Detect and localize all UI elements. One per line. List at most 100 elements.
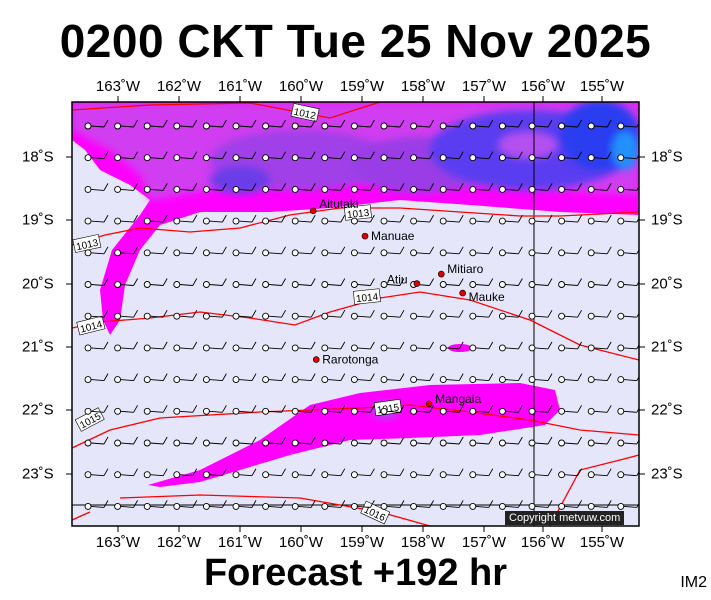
wind-barb — [528, 436, 553, 447]
wind-barb — [143, 119, 168, 130]
island-marker — [361, 232, 369, 240]
place-label: Manuae — [371, 229, 415, 243]
wind-barb — [262, 309, 286, 320]
svg-text:1013: 1013 — [347, 208, 371, 221]
wind-barb — [291, 436, 316, 447]
place-label: Mauke — [469, 290, 505, 304]
wind-barb — [350, 468, 375, 479]
wind-barb — [439, 183, 464, 193]
wind-barb — [558, 183, 582, 193]
wind-barb — [469, 119, 494, 130]
wind-barb — [173, 373, 198, 384]
wind-barb — [114, 500, 138, 510]
wind-barb — [84, 278, 109, 288]
wind-barb — [410, 436, 434, 447]
wind-barb — [173, 278, 198, 288]
lon-label: 162˚W — [156, 534, 202, 551]
island-marker — [309, 207, 317, 215]
map-frame — [71, 101, 640, 527]
svg-text:1012: 1012 — [293, 107, 317, 122]
lon-label: 155˚W — [579, 534, 625, 551]
wind-barb — [498, 309, 523, 320]
wind-barb — [528, 246, 553, 257]
wind-barb — [143, 468, 168, 479]
wind-barb — [143, 183, 168, 193]
wind-barb — [498, 151, 523, 162]
wind-barb — [469, 373, 494, 384]
wind-barb — [469, 151, 494, 162]
wind-barb — [114, 405, 138, 415]
lon-label: 158˚W — [400, 534, 446, 551]
wind-barb — [321, 183, 346, 193]
wind-barb — [410, 373, 434, 384]
island-marker — [437, 270, 445, 278]
wind-barb — [558, 278, 582, 288]
wind-barb — [202, 183, 227, 193]
wind-barb — [173, 151, 198, 162]
wind-barb — [84, 183, 109, 193]
wind-barb — [143, 405, 168, 415]
wind-barb — [558, 214, 582, 225]
place-label: Rarotonga — [322, 353, 378, 367]
wind-barb — [321, 278, 346, 288]
wind-barb — [143, 214, 168, 225]
wind-barb — [380, 500, 405, 510]
lat-label: 18˚S — [22, 148, 54, 166]
wind-barb — [262, 246, 286, 257]
wind-barb — [321, 309, 346, 320]
wind-barb — [587, 246, 612, 257]
wind-barb — [84, 214, 109, 225]
place-label: Mitiaro — [447, 262, 483, 276]
place-rarotonga: Rarotonga — [312, 353, 379, 367]
wind-barb — [291, 373, 316, 384]
wind-barb — [202, 119, 227, 130]
wind-barb — [410, 405, 434, 415]
wind-barb — [587, 214, 612, 225]
wind-barb — [380, 119, 405, 130]
wind-barb — [587, 151, 612, 162]
wind-barb — [469, 214, 494, 225]
wind-barb — [143, 373, 168, 384]
wind-barb — [291, 214, 316, 225]
wind-barb — [558, 151, 582, 162]
svg-text:1013: 1013 — [75, 238, 99, 253]
wind-barb — [350, 405, 375, 415]
wind-barb — [232, 309, 257, 320]
wind-barb — [202, 436, 227, 447]
wind-barb — [587, 278, 612, 288]
wind-barb — [469, 500, 494, 510]
lat-label: 23˚S — [22, 465, 54, 483]
wind-barb — [291, 309, 316, 320]
wind-barb — [202, 214, 227, 225]
lon-label: 156˚W — [520, 534, 566, 551]
wind-barb — [173, 183, 198, 193]
forecast-label: Forecast +192 hr — [203, 552, 508, 594]
wind-barb — [380, 468, 405, 479]
wind-barb — [498, 246, 523, 257]
wind-barb — [114, 468, 138, 479]
wind-barb — [143, 500, 168, 510]
wind-barb — [350, 214, 375, 225]
wind-barb — [410, 246, 434, 257]
wind-barb — [84, 341, 109, 352]
isobar-labels: 1012 1013 1013 1014 1014 1015 1015 1016 — [72, 103, 403, 525]
wind-barb — [498, 214, 523, 225]
wind-barb — [262, 183, 286, 193]
wind-barb — [173, 436, 198, 447]
wind-barb — [498, 373, 523, 384]
wind-barb — [350, 500, 375, 510]
wind-barb — [84, 468, 109, 479]
wind-barb — [262, 405, 286, 415]
wind-barb — [202, 468, 227, 479]
wind-barb — [202, 246, 227, 257]
wind-barb — [380, 373, 405, 384]
wind-barb — [232, 405, 257, 415]
wind-barb — [232, 468, 257, 479]
isobar-label: 1013 — [344, 204, 372, 221]
wind-barb — [469, 468, 494, 479]
wind-barb — [202, 341, 227, 352]
wind-barb — [350, 373, 375, 384]
wind-barb — [84, 119, 109, 130]
wind-barb — [143, 341, 168, 352]
wind-barb — [528, 278, 553, 288]
